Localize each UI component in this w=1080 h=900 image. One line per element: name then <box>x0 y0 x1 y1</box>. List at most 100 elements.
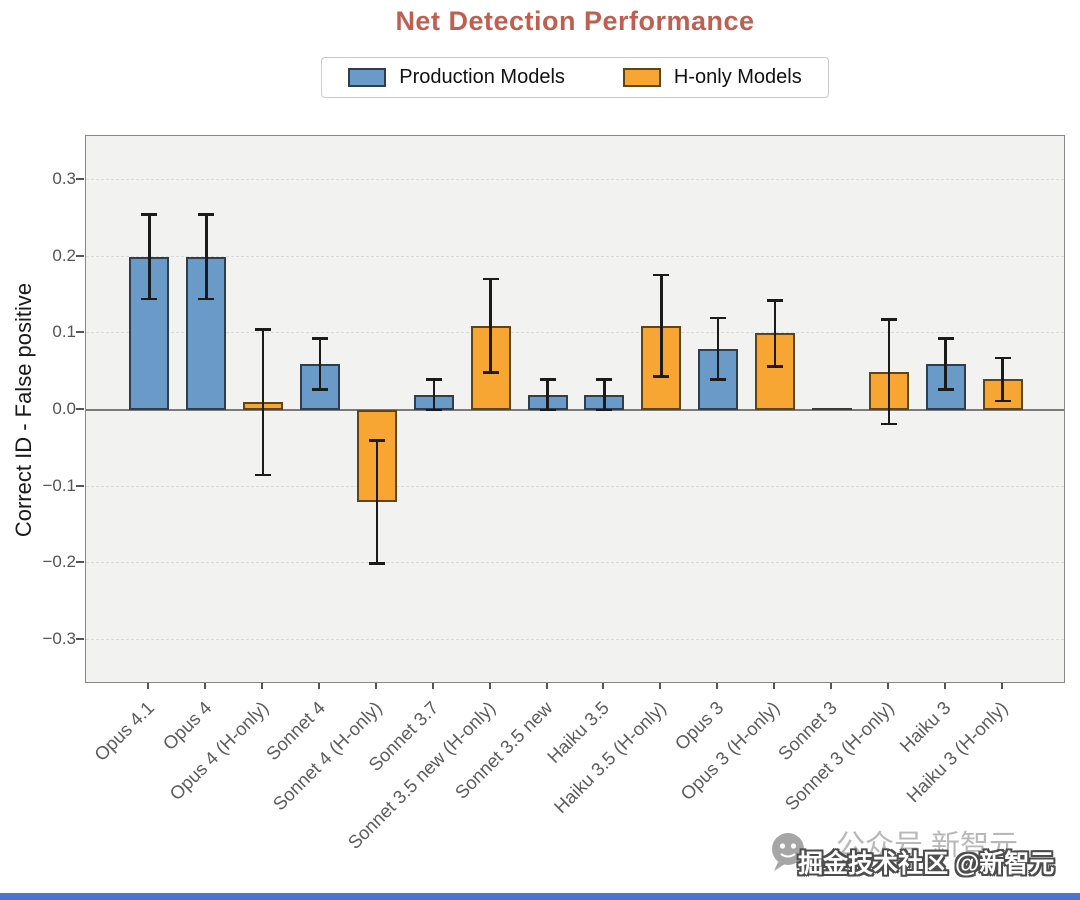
x-tick-label: Opus 3 (H-only) <box>676 697 784 805</box>
error-bar-cap <box>937 388 954 391</box>
error-bar <box>944 338 947 390</box>
error-bar <box>603 379 606 410</box>
error-bar-cap <box>482 371 499 374</box>
gridline <box>86 639 1064 641</box>
error-bar-cap <box>368 562 385 565</box>
gridline <box>86 178 1064 180</box>
x-tick-mark <box>659 683 662 689</box>
x-tick-label: Opus 4 (H-only) <box>164 697 273 805</box>
error-bar-cap <box>198 213 215 216</box>
error-bar-cap <box>596 378 613 381</box>
x-tick-label: Haiku 3 (H-only) <box>902 697 1012 807</box>
y-tick-mark <box>76 408 84 410</box>
y-tick-label: 0.3 <box>52 168 76 188</box>
y-tick-label: 0.0 <box>52 399 76 418</box>
x-tick-mark <box>488 683 491 689</box>
error-bar-cap <box>767 365 784 368</box>
watermark: 公众号 新智元 掘金技术社区 @新智元 <box>768 818 1080 890</box>
error-bar-cap <box>425 408 442 412</box>
error-bar-cap <box>653 273 670 277</box>
error-bar <box>489 278 492 373</box>
error-bar-cap <box>255 328 272 331</box>
x-tick-mark <box>204 683 207 689</box>
error-bar-cap <box>482 277 499 281</box>
legend-item-honly: H-only Models <box>622 66 802 89</box>
page-title: Net Detection Performance <box>395 6 755 36</box>
x-tick-mark <box>261 683 264 689</box>
gridline <box>86 485 1064 487</box>
x-tick-mark <box>318 683 321 689</box>
production-swatch-icon <box>348 68 387 87</box>
error-bar-cap <box>994 399 1011 403</box>
legend: Production Models H-only Models <box>85 57 1065 98</box>
wechat-icon <box>772 833 804 871</box>
y-tick-mark <box>76 638 84 641</box>
watermark-back-text: 公众号 新智元 <box>836 830 1019 862</box>
error-bar-cap <box>880 422 897 426</box>
y-tick-mark <box>76 484 84 487</box>
error-bar <box>1001 357 1004 401</box>
bottom-strip <box>0 893 1080 900</box>
error-bar-cap <box>255 473 272 477</box>
error-bar-cap <box>653 375 670 378</box>
y-tick-label: 0.2 <box>52 245 76 265</box>
y-tick-label: 0.1 <box>52 322 76 342</box>
zero-line <box>86 409 1064 411</box>
gridline <box>86 562 1064 564</box>
x-tick-mark <box>716 683 719 689</box>
x-tick-mark <box>545 683 548 689</box>
x-tick-mark <box>829 683 832 689</box>
error-bar <box>660 275 663 377</box>
error-bar <box>432 379 436 410</box>
bar <box>811 407 852 410</box>
error-bar-cap <box>198 297 215 301</box>
y-tick-mark <box>76 561 84 564</box>
error-bar <box>318 338 322 390</box>
plot-area <box>85 135 1065 683</box>
legend-box: Production Models H-only Models <box>321 57 829 98</box>
error-bar-cap <box>710 378 727 381</box>
y-tick-mark <box>76 177 84 180</box>
legend-label-production: Production Models <box>399 66 565 88</box>
error-bar <box>261 329 265 476</box>
x-tick-mark <box>1000 683 1003 689</box>
error-bar-cap <box>368 439 385 442</box>
error-bar-cap <box>141 297 158 301</box>
error-bar <box>546 379 549 410</box>
error-bar <box>375 440 379 564</box>
x-tick-mark <box>886 683 889 689</box>
gridline <box>86 332 1064 334</box>
error-bar-cap <box>312 388 329 391</box>
x-tick-mark <box>374 683 377 689</box>
y-tick-label: −0.2 <box>42 552 76 572</box>
y-tick-mark <box>76 254 84 257</box>
gridline <box>86 255 1064 257</box>
x-tick-label: Opus 4.1 <box>90 697 159 765</box>
error-bar <box>148 214 151 299</box>
legend-label-honly: H-only Models <box>673 66 802 88</box>
error-bar-cap <box>767 299 784 302</box>
error-bar <box>887 319 891 424</box>
error-bar-cap <box>937 337 954 340</box>
honly-swatch-icon <box>622 68 661 87</box>
x-tick-mark <box>147 683 150 689</box>
error-bar <box>205 214 208 299</box>
error-bar-cap <box>539 408 556 412</box>
legend-item-production: Production Models <box>348 66 565 89</box>
error-bar-cap <box>312 337 329 340</box>
watermark-front-text: 掘金技术社区 @新智元 <box>798 850 1055 878</box>
error-bar <box>716 317 720 380</box>
error-bar-cap <box>880 318 897 321</box>
y-tick-mark <box>76 331 84 334</box>
error-bar-cap <box>994 356 1011 360</box>
x-tick-mark <box>943 683 946 689</box>
x-tick-mark <box>773 683 776 689</box>
error-bar-cap <box>596 408 613 412</box>
error-bar-cap <box>539 378 556 381</box>
x-tick-mark <box>602 683 605 689</box>
x-tick-mark <box>431 683 434 689</box>
y-tick-label: −0.1 <box>42 475 76 495</box>
error-bar <box>773 300 777 367</box>
y-tick-label: −0.3 <box>42 629 76 649</box>
